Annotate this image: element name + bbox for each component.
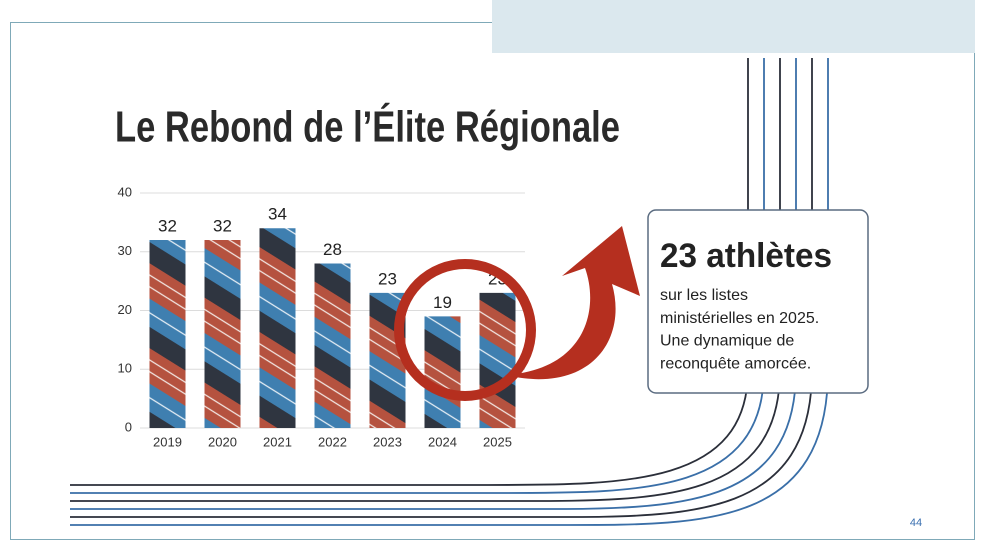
value-label: 34 [268, 205, 287, 224]
page-number: 44 [910, 517, 922, 529]
bar [480, 293, 516, 428]
x-tick-label: 2022 [318, 434, 347, 449]
slide: Le Rebond de l’Élite Régionale 0 10 20 30 40… [0, 0, 993, 552]
value-label: 23 [378, 269, 397, 288]
value-label: 32 [158, 216, 177, 235]
y-tick-label: 40 [118, 184, 132, 199]
y-tick-label: 0 [125, 419, 132, 434]
callout-line: sur les listes [660, 287, 748, 304]
x-tick-label: 2020 [208, 434, 237, 449]
x-tick-label: 2021 [263, 434, 292, 449]
chart-title: Le Rebond de l’Élite Régionale [115, 102, 620, 152]
bar [150, 240, 186, 428]
page: {"chart_data": {"type": "bar", "title": … [0, 0, 993, 552]
bar [425, 316, 461, 428]
bar [260, 228, 296, 428]
header-band [492, 0, 975, 53]
value-label: 32 [213, 216, 232, 235]
callout-heading: 23 athlètes [660, 237, 832, 275]
callout-line: Une dynamique de [660, 333, 794, 350]
x-tick-label: 2024 [428, 434, 457, 449]
bar [205, 240, 241, 428]
bar [315, 264, 351, 429]
y-tick-label: 10 [118, 361, 132, 376]
x-tick-label: 2025 [483, 434, 512, 449]
x-tick-label: 2019 [153, 434, 182, 449]
value-label: 19 [433, 293, 452, 312]
x-tick-label: 2023 [373, 434, 402, 449]
callout-line: reconquête amorcée. [660, 355, 811, 372]
y-tick-label: 30 [118, 243, 132, 258]
y-tick-label: 20 [118, 302, 132, 317]
value-label: 28 [323, 240, 342, 259]
callout-line: ministérielles en 2025. [660, 310, 819, 327]
